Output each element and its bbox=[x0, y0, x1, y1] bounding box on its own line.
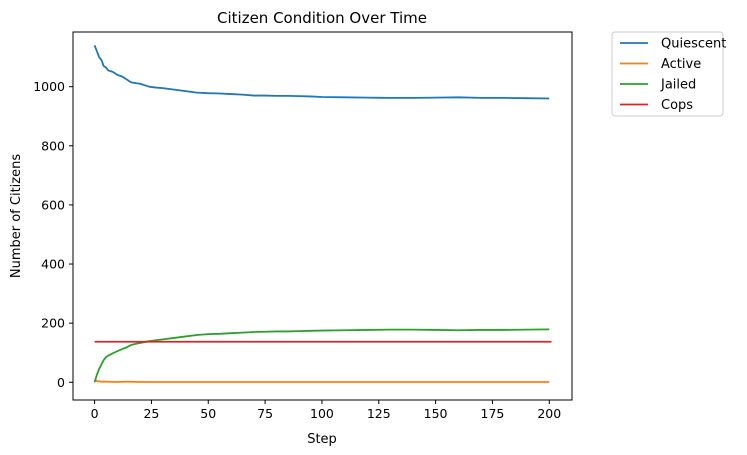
x-tick-label: 50 bbox=[200, 406, 216, 421]
x-axis: 0 25 50 75 100 125 150 175 200 bbox=[91, 400, 561, 421]
series-line-active bbox=[94, 378, 550, 383]
x-tick-label: 125 bbox=[367, 406, 391, 421]
series-line-quiescent bbox=[93, 44, 550, 100]
x-tick-label: 150 bbox=[424, 406, 448, 421]
y-tick-label: 600 bbox=[41, 197, 65, 212]
plot-lines bbox=[93, 44, 552, 383]
x-tick-label: 175 bbox=[481, 406, 505, 421]
series-line-jailed bbox=[93, 328, 550, 383]
x-tick-label: 200 bbox=[537, 406, 561, 421]
y-tick-label: 400 bbox=[41, 257, 65, 272]
legend-label-jailed: Jailed bbox=[660, 78, 696, 93]
x-tick-label: 25 bbox=[143, 406, 159, 421]
y-tick-label: 0 bbox=[57, 375, 65, 390]
y-tick-label: 800 bbox=[41, 138, 65, 153]
chart-title: Citizen Condition Over Time bbox=[217, 9, 427, 27]
x-tick-label: 100 bbox=[310, 406, 334, 421]
y-tick-label: 200 bbox=[41, 316, 65, 331]
y-axis-label: Number of Citizens bbox=[9, 154, 24, 278]
x-tick-label: 0 bbox=[91, 406, 99, 421]
legend: Quiescent Active Jailed Cops bbox=[611, 31, 726, 117]
legend-label-cops: Cops bbox=[661, 98, 693, 113]
legend-label-quiescent: Quiescent bbox=[661, 37, 726, 52]
y-axis: 0 200 400 600 800 1000 bbox=[33, 79, 73, 390]
legend-frame bbox=[611, 31, 724, 117]
x-tick-label: 75 bbox=[257, 406, 273, 421]
x-axis-label: Step bbox=[307, 432, 337, 447]
y-tick-label: 1000 bbox=[33, 79, 65, 94]
legend-label-active: Active bbox=[661, 57, 701, 72]
plot-frame bbox=[72, 31, 573, 401]
